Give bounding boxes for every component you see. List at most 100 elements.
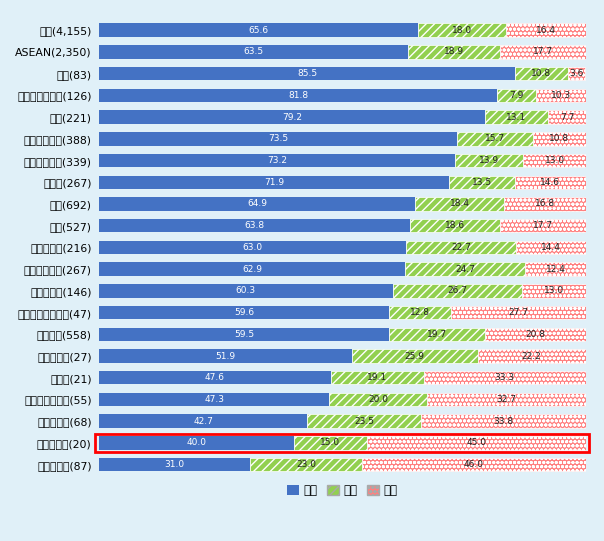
Text: 20.8: 20.8	[525, 330, 545, 339]
Text: 7.7: 7.7	[560, 113, 574, 122]
Text: 63.8: 63.8	[245, 221, 265, 230]
Bar	[422, 414, 586, 428]
Text: 60.3: 60.3	[236, 286, 256, 295]
Bar	[451, 306, 586, 319]
Text: 26.7: 26.7	[448, 286, 467, 295]
Text: 46.0: 46.0	[464, 460, 484, 469]
Bar	[523, 154, 586, 167]
Bar	[533, 132, 586, 146]
Legend: 黒字, 均衡, 赤字: 黒字, 均衡, 赤字	[283, 479, 402, 502]
Text: 3.6: 3.6	[570, 69, 583, 78]
Bar	[506, 23, 586, 37]
Bar	[389, 306, 451, 319]
Text: 63.5: 63.5	[243, 48, 264, 56]
Text: 79.2: 79.2	[282, 113, 302, 122]
Text: 13.0: 13.0	[544, 286, 564, 295]
Bar	[99, 393, 329, 406]
Text: 42.7: 42.7	[193, 417, 213, 426]
Bar	[504, 197, 586, 210]
Bar	[516, 241, 586, 254]
Bar	[455, 154, 523, 167]
Bar	[415, 197, 504, 210]
Text: 65.6: 65.6	[249, 26, 269, 35]
Bar	[449, 175, 515, 189]
Bar	[99, 197, 415, 210]
Bar	[99, 284, 393, 298]
Text: 13.9: 13.9	[479, 156, 500, 165]
Text: 23.0: 23.0	[296, 460, 316, 469]
Text: 22.7: 22.7	[451, 243, 471, 252]
Text: 22.2: 22.2	[522, 352, 542, 360]
Bar	[99, 328, 389, 341]
Bar	[424, 371, 586, 385]
Text: 45.0: 45.0	[466, 438, 486, 447]
Text: 64.9: 64.9	[247, 200, 267, 208]
Bar	[393, 284, 522, 298]
Text: 47.6: 47.6	[205, 373, 225, 382]
Text: 12.4: 12.4	[545, 265, 565, 274]
Text: 14.6: 14.6	[540, 178, 561, 187]
Text: 73.5: 73.5	[268, 134, 288, 143]
Text: 18.4: 18.4	[450, 200, 470, 208]
Text: 18.0: 18.0	[452, 26, 472, 35]
Bar	[405, 262, 525, 276]
Text: 71.9: 71.9	[264, 178, 284, 187]
Text: 7.9: 7.9	[509, 91, 524, 100]
Text: 81.8: 81.8	[288, 91, 308, 100]
Bar	[99, 436, 294, 450]
Bar	[99, 262, 405, 276]
Bar	[250, 458, 362, 471]
Bar	[522, 284, 586, 298]
Bar	[99, 132, 457, 146]
Text: 16.4: 16.4	[536, 26, 556, 35]
Bar	[99, 67, 515, 81]
Text: 13.0: 13.0	[545, 156, 565, 165]
Text: 33.3: 33.3	[495, 373, 515, 382]
Text: 59.6: 59.6	[234, 308, 254, 317]
Bar	[408, 45, 500, 58]
Bar	[99, 175, 449, 189]
Text: 10.8: 10.8	[550, 134, 570, 143]
Bar	[568, 67, 585, 81]
Bar	[484, 110, 548, 124]
Text: 15.7: 15.7	[485, 134, 505, 143]
Bar	[99, 219, 410, 233]
Bar	[484, 328, 586, 341]
Bar	[426, 393, 586, 406]
Text: 15.0: 15.0	[320, 438, 341, 447]
Text: 18.6: 18.6	[445, 221, 465, 230]
Bar	[99, 23, 419, 37]
Text: 17.7: 17.7	[533, 221, 553, 230]
Text: 47.3: 47.3	[204, 395, 224, 404]
Bar	[99, 458, 250, 471]
Bar	[99, 154, 455, 167]
Bar	[99, 371, 331, 385]
Bar	[419, 23, 506, 37]
Bar	[329, 393, 426, 406]
Text: 17.7: 17.7	[533, 48, 553, 56]
Text: 27.7: 27.7	[509, 308, 529, 317]
Bar	[99, 349, 352, 363]
Text: 24.7: 24.7	[455, 265, 475, 274]
Bar	[294, 436, 367, 450]
Bar	[307, 414, 422, 428]
Text: 40.0: 40.0	[187, 438, 207, 447]
Bar	[457, 132, 533, 146]
Bar	[99, 110, 484, 124]
Text: 33.8: 33.8	[493, 417, 513, 426]
Text: 23.5: 23.5	[354, 417, 374, 426]
Bar	[497, 89, 536, 102]
Text: 12.8: 12.8	[410, 308, 430, 317]
Bar	[536, 89, 586, 102]
Bar	[406, 241, 516, 254]
Text: 51.9: 51.9	[216, 352, 236, 360]
Text: 73.2: 73.2	[268, 156, 288, 165]
Text: 18.9: 18.9	[444, 48, 464, 56]
Bar	[99, 241, 406, 254]
Text: 13.1: 13.1	[506, 113, 527, 122]
Text: 14.4: 14.4	[541, 243, 561, 252]
Bar	[478, 349, 586, 363]
Text: 31.0: 31.0	[165, 460, 185, 469]
Text: 10.8: 10.8	[532, 69, 551, 78]
Bar	[410, 219, 500, 233]
